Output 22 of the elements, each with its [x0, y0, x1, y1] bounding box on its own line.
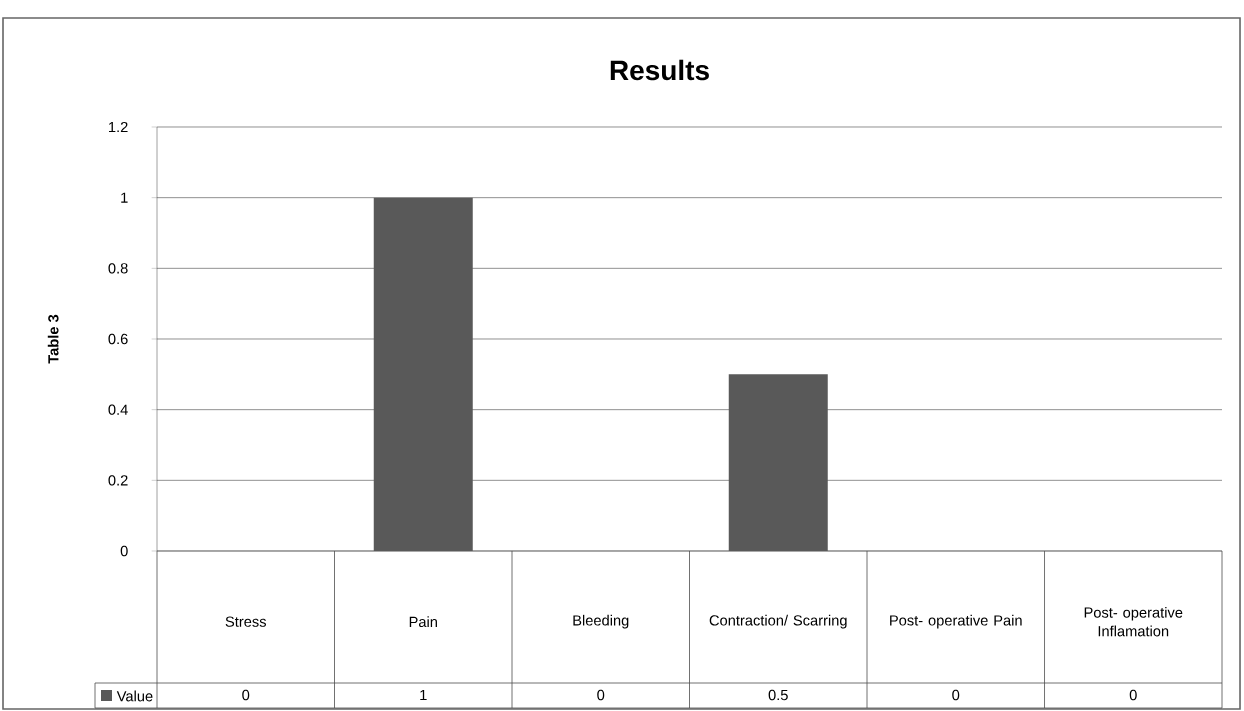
x-tick-label: Stress — [225, 616, 266, 627]
y-tick-label: 0 — [120, 545, 128, 557]
data-label: 0 — [1129, 689, 1137, 701]
data-label: 0 — [242, 689, 250, 701]
y-tick-label: 0.4 — [108, 404, 128, 415]
x-tick-label: Pain — [409, 616, 437, 628]
y-tick-label: 0.2 — [108, 475, 128, 486]
y-tick-label: 0.8 — [108, 263, 128, 274]
data-label: 1 — [420, 689, 427, 701]
y-tick-label: 1 — [121, 192, 128, 203]
legend-label: Value — [116, 690, 153, 702]
x-tick-label: Bleeding — [573, 614, 629, 629]
y-axis-title: Table 3 — [47, 314, 59, 364]
y-tick-label: 1.2 — [109, 121, 128, 133]
x-tick-label: Post- operative Pain — [890, 614, 1022, 629]
chart-title: Results — [610, 59, 709, 81]
data-label: 0 — [597, 689, 605, 701]
data-label: 0 — [952, 689, 960, 701]
x-tick-label: Contraction/ Scarring — [709, 614, 847, 629]
data-label: 0.5 — [768, 689, 788, 701]
x-tick-label: Post- operative Inflamation — [1084, 606, 1183, 637]
y-tick-label: 0.6 — [108, 333, 128, 345]
